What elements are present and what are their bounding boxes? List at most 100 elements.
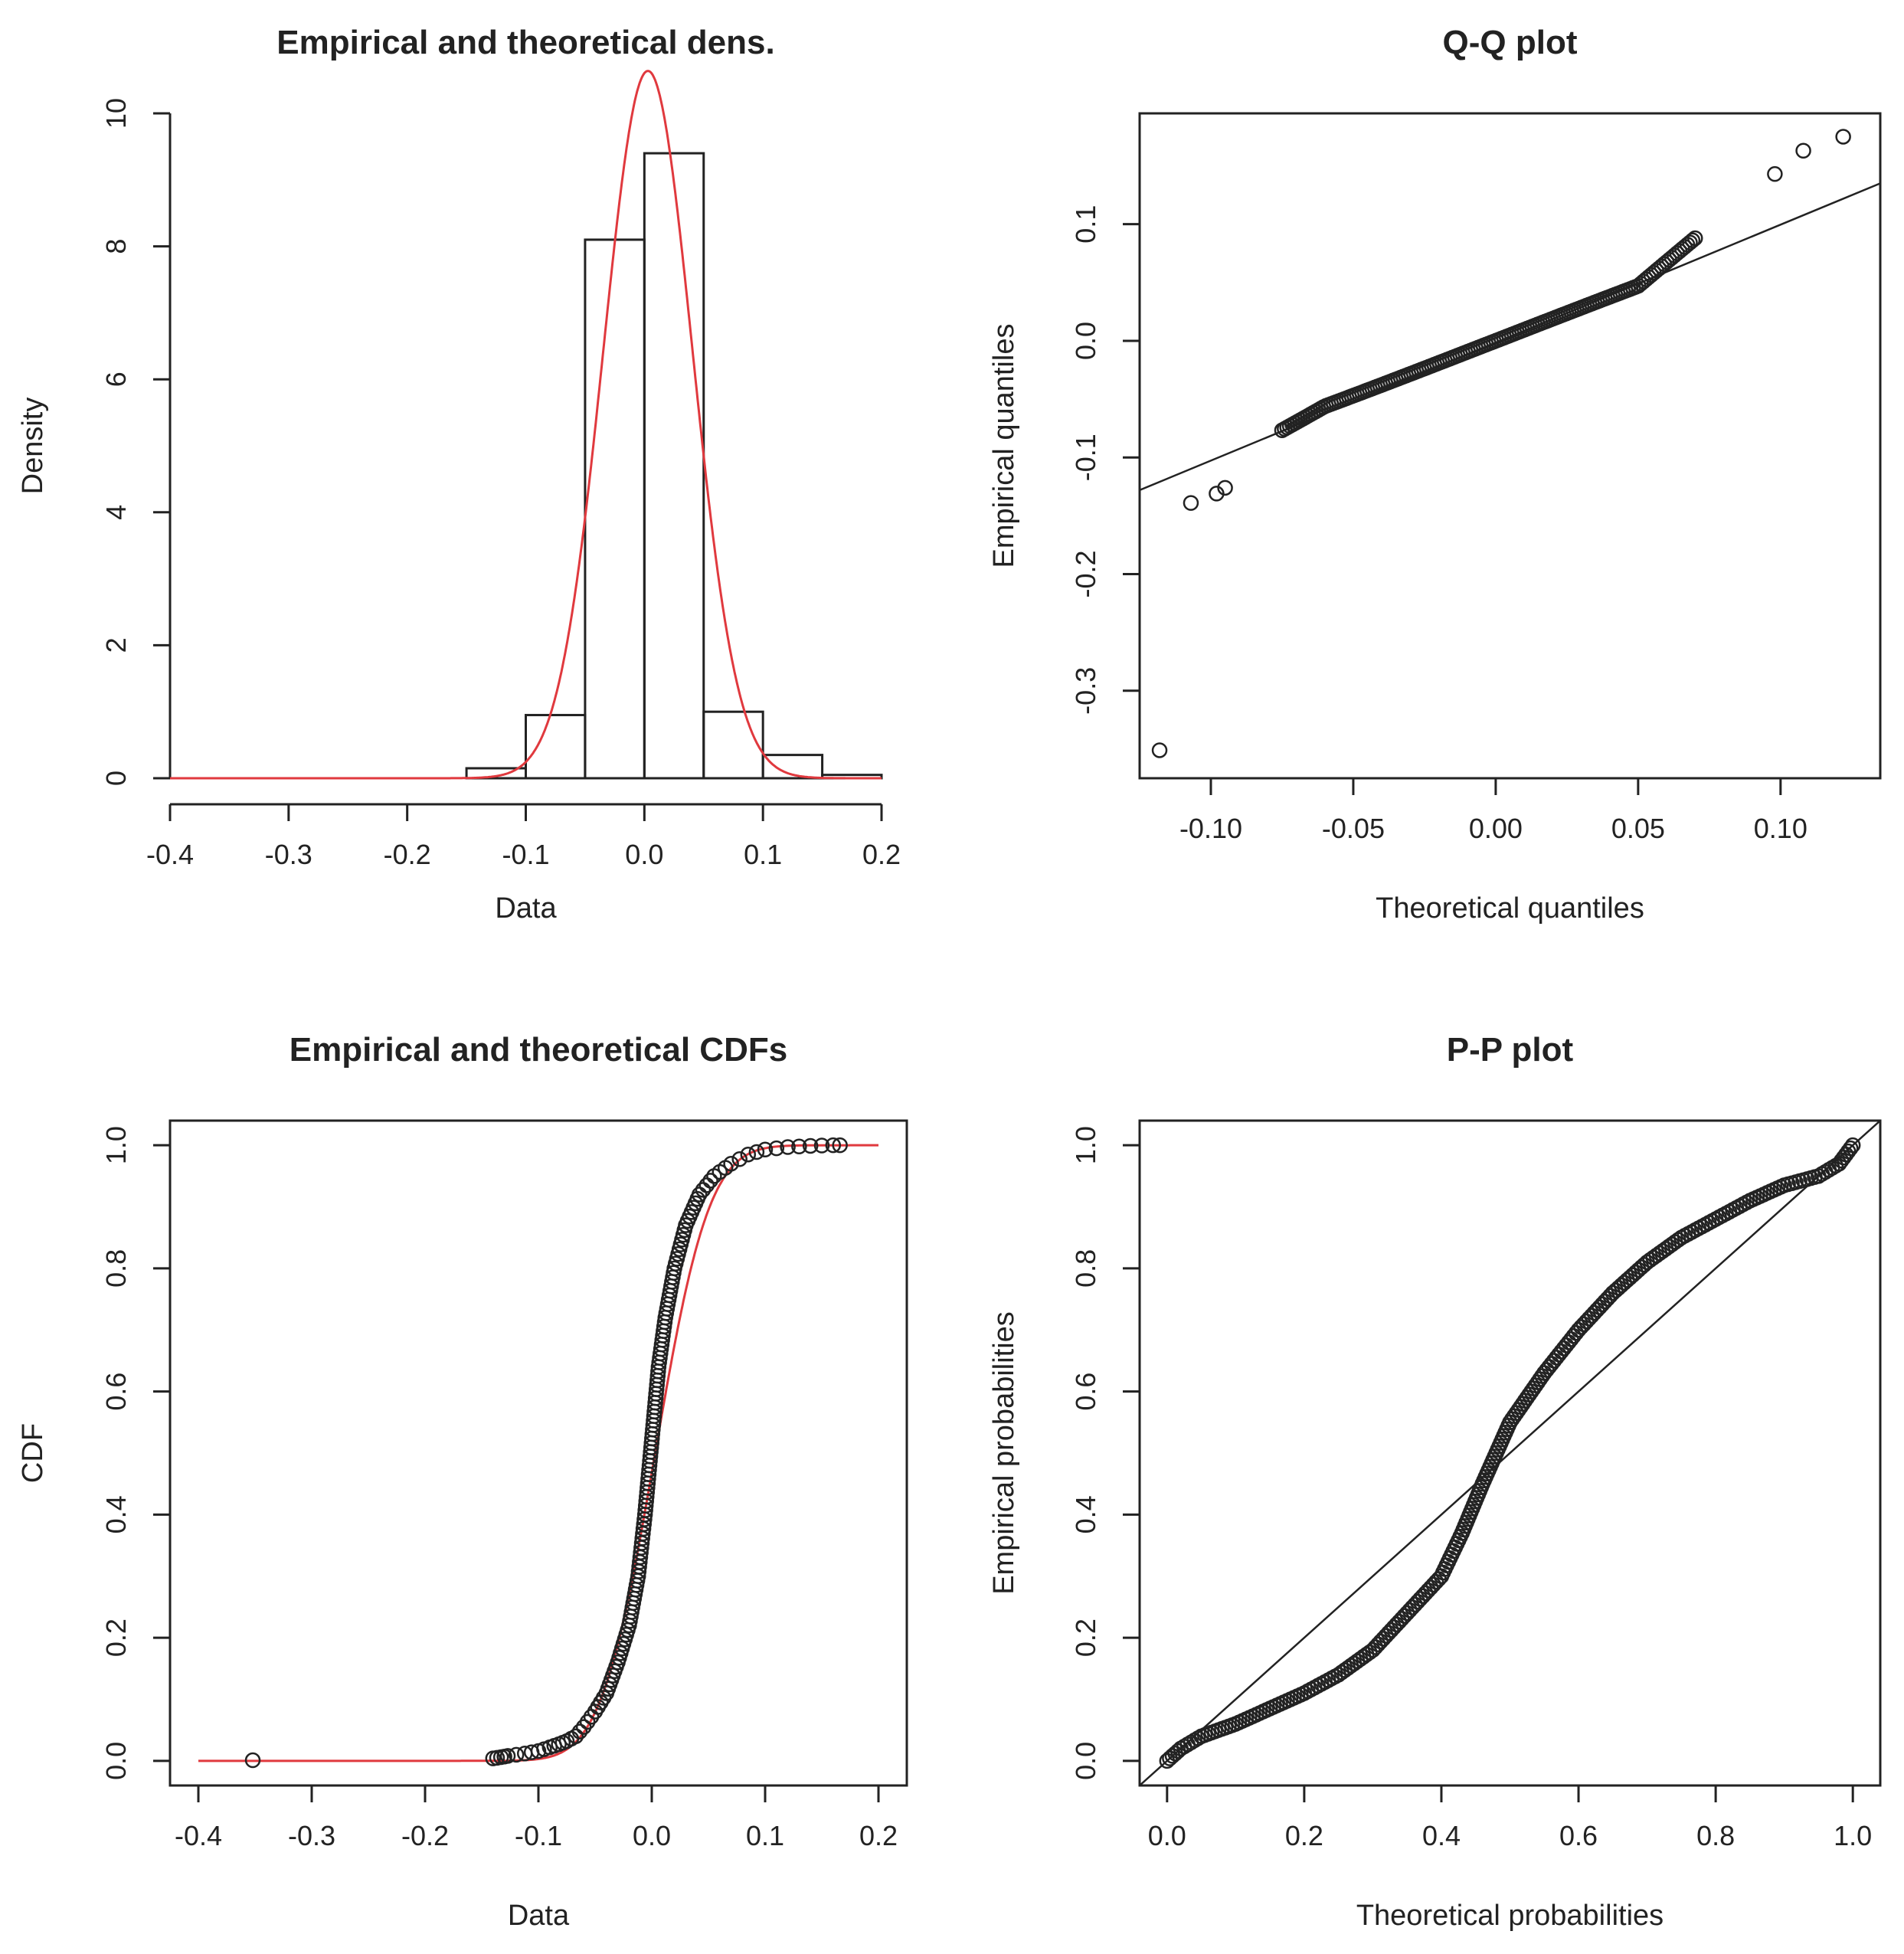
- x-tick-label: 0.0: [625, 839, 663, 870]
- x-tick-label: -0.05: [1322, 813, 1385, 844]
- pp-point: [1389, 1616, 1405, 1633]
- ecdf-point: [748, 1144, 765, 1160]
- ecdf-point: [757, 1141, 774, 1158]
- pp-point: [1588, 1302, 1605, 1318]
- pp-point: [1599, 1291, 1616, 1307]
- theoretical-cdf-curve: [198, 1144, 878, 1763]
- pp-point: [1420, 1583, 1436, 1599]
- pp-point: [1594, 1296, 1611, 1313]
- y-tick-label: 0.8: [1070, 1249, 1101, 1288]
- x-axis-label: Data: [495, 892, 557, 925]
- chart-panel-3: Empirical and theoretical CDFs Data CDF -0.…: [17, 1031, 908, 1932]
- pp-point: [1399, 1605, 1415, 1622]
- histogram-bar: [643, 152, 705, 780]
- qq-point: [1835, 129, 1851, 145]
- pp-point: [1365, 1641, 1381, 1658]
- x-tick-label: -0.2: [384, 839, 431, 870]
- y-tick-label: 0.0: [100, 1742, 132, 1780]
- x-tick-label: -0.3: [288, 1820, 335, 1851]
- chart-title: Empirical and theoretical CDFs: [290, 1031, 787, 1069]
- y-tick-label: 1.0: [1070, 1126, 1101, 1164]
- pp-point: [1396, 1608, 1413, 1624]
- pp-point: [1391, 1613, 1408, 1630]
- chart-panel-4: P-P plot Theoretical probabilities Empiric…: [988, 1031, 1882, 1932]
- y-tick-label: 0.2: [1070, 1619, 1101, 1657]
- x-tick-label: 0.1: [744, 839, 782, 870]
- ecdf-point: [740, 1146, 757, 1163]
- y-tick-label: 0.8: [100, 1249, 132, 1288]
- pp-point: [1842, 1140, 1859, 1157]
- chart-title: Empirical and theoretical dens.: [276, 24, 774, 61]
- pp-point: [1418, 1585, 1434, 1602]
- ecdf-point: [768, 1140, 785, 1157]
- pp-point: [1380, 1625, 1397, 1641]
- y-tick-label: 0: [100, 771, 132, 786]
- qq-point: [1687, 230, 1703, 247]
- ecdf-point: [499, 1748, 516, 1764]
- y-tick-label: 0.4: [1070, 1495, 1101, 1533]
- pp-point: [1385, 1619, 1402, 1635]
- pp-point: [1422, 1579, 1439, 1596]
- qq-point: [1684, 232, 1701, 249]
- x-tick-label: 1.0: [1834, 1820, 1872, 1851]
- x-tick-label: -0.2: [401, 1820, 449, 1851]
- y-tick-label: 2: [100, 637, 132, 653]
- plot-frame: [168, 1119, 908, 1787]
- pp-point: [1394, 1611, 1410, 1627]
- x-tick-label: -0.3: [265, 839, 312, 870]
- x-axis-label: Theoretical probabilities: [1356, 1900, 1664, 1932]
- ecdf-point: [813, 1137, 830, 1154]
- pp-point: [1412, 1591, 1428, 1607]
- y-tick-label: 10: [100, 98, 132, 129]
- reference-line: [1139, 1120, 1881, 1786]
- y-tick-label: 0.2: [100, 1619, 132, 1657]
- ecdf-point: [780, 1139, 796, 1155]
- x-tick-label: 0.1: [746, 1820, 784, 1851]
- ecdf-point: [508, 1746, 525, 1763]
- y-tick-label: 0.0: [1070, 1742, 1101, 1780]
- y-tick-label: -0.2: [1070, 550, 1101, 597]
- pp-point: [1592, 1299, 1608, 1315]
- pp-point: [1407, 1596, 1423, 1613]
- y-tick-label: -0.3: [1070, 667, 1101, 715]
- pp-point: [1586, 1304, 1602, 1321]
- theoretical-density-curve: [170, 70, 882, 780]
- pp-point: [1372, 1633, 1389, 1650]
- y-tick-label: 0.0: [1070, 322, 1101, 360]
- pp-point: [1844, 1137, 1861, 1154]
- pp-point: [1425, 1576, 1441, 1593]
- qq-point: [1767, 165, 1783, 182]
- ecdf-point: [825, 1137, 842, 1154]
- y-tick-label: 4: [100, 505, 132, 520]
- x-tick-label: 0.2: [862, 839, 901, 870]
- x-tick-label: 0.0: [1148, 1820, 1186, 1851]
- pp-point: [1402, 1602, 1418, 1619]
- histogram-bar: [702, 710, 764, 780]
- ecdf-point: [832, 1137, 848, 1154]
- pp-point: [1383, 1622, 1399, 1638]
- ecdf-point: [698, 1177, 715, 1193]
- chart-title: Q-Q plot: [1443, 24, 1578, 61]
- x-tick-label: 0.8: [1696, 1820, 1735, 1851]
- y-axis-label: CDF: [17, 1423, 49, 1483]
- y-axis-label: Empirical probabilities: [988, 1311, 1020, 1595]
- x-tick-label: 0.10: [1754, 813, 1807, 844]
- x-tick-label: 0.6: [1559, 1820, 1598, 1851]
- x-tick-label: -0.4: [146, 839, 194, 870]
- ecdf-point: [244, 1752, 261, 1769]
- qq-point: [1183, 495, 1199, 511]
- x-axis-label: Theoretical quantiles: [1376, 892, 1644, 925]
- pp-point: [1375, 1631, 1392, 1647]
- pp-point: [1581, 1311, 1598, 1327]
- pp-point: [1378, 1628, 1394, 1644]
- pp-point: [1415, 1588, 1431, 1604]
- y-tick-label: 1.0: [100, 1126, 132, 1164]
- ecdf-point: [691, 1186, 708, 1203]
- ecdf-point: [791, 1138, 807, 1155]
- pp-point: [1575, 1316, 1592, 1333]
- y-axis-label: Density: [17, 398, 49, 495]
- pp-point: [1370, 1636, 1386, 1653]
- qq-point: [1151, 742, 1168, 758]
- x-tick-label: 0.2: [1285, 1820, 1323, 1851]
